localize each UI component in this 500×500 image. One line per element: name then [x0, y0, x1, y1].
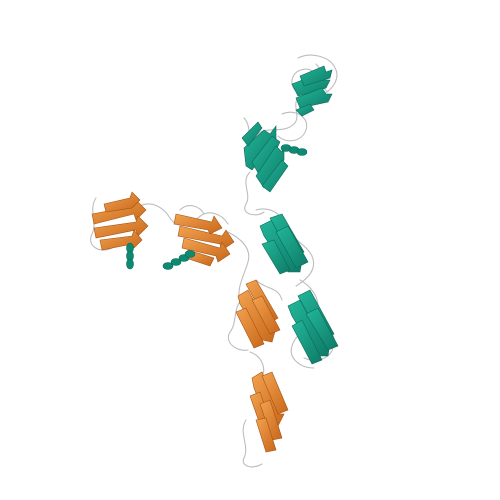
orange-third-domain [235, 279, 281, 349]
orange-bottom-domain [249, 371, 289, 453]
orange-left-domain [91, 191, 149, 251]
orange-chain [90, 191, 289, 468]
teal-chain [241, 54, 339, 369]
teal-small-helix [280, 144, 308, 156]
teal-third-domain [259, 213, 309, 275]
teal-fourth-domain [287, 289, 339, 365]
teal-top-domain [291, 65, 333, 117]
teal-helices-left [126, 242, 196, 270]
teal-second-domain [241, 121, 289, 193]
